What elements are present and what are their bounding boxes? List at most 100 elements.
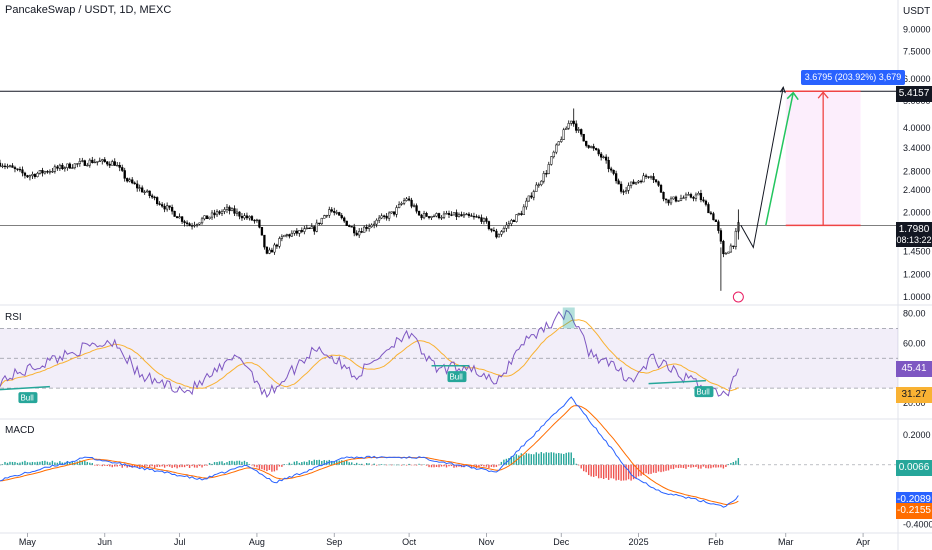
- bull-tag-label: Bull: [696, 388, 710, 397]
- candle-body: [203, 215, 206, 220]
- projection-path: [740, 87, 784, 249]
- macd-hist-bar: [151, 464, 153, 467]
- bull-tag-label: Bull: [449, 373, 463, 382]
- x-axis-tick: Aug: [249, 537, 265, 547]
- price-axis-tick: 2.8000: [903, 166, 931, 176]
- candle-body: [143, 191, 146, 194]
- candle-body: [704, 200, 708, 205]
- macd-hist-bar: [9, 461, 11, 465]
- macd-hist-bar: [585, 464, 587, 473]
- macd-hist-bar: [558, 453, 560, 465]
- macd-hist-bar: [104, 464, 106, 466]
- candle-body: [642, 175, 645, 183]
- candle-body: [405, 198, 408, 201]
- candle-body: [238, 211, 241, 217]
- x-axis-tick: Oct: [402, 537, 417, 547]
- candle-body: [273, 244, 276, 253]
- candle-body: [106, 161, 109, 165]
- macd-hist-bar: [146, 464, 148, 466]
- candle-body: [136, 183, 139, 189]
- candle-body: [402, 200, 406, 204]
- macd-hist-bar: [625, 464, 627, 481]
- candle-body: [128, 179, 131, 182]
- macd-hist-bar: [124, 464, 126, 467]
- candle-body: [600, 153, 603, 158]
- candle-body: [138, 187, 141, 189]
- macd-hist-bar: [607, 464, 610, 480]
- macd-hist-bar: [81, 461, 84, 465]
- macd-title[interactable]: MACD: [5, 425, 35, 436]
- candle-body: [470, 215, 473, 217]
- macd-hist-bar: [91, 463, 93, 465]
- candle-body: [308, 227, 311, 230]
- candle-body: [447, 213, 451, 216]
- macd-hist-bar: [503, 459, 505, 465]
- candle-body: [687, 194, 690, 196]
- macd-hist-bar: [677, 464, 680, 469]
- candle-body: [440, 217, 443, 219]
- candle-body: [502, 228, 506, 232]
- candle-body: [340, 215, 343, 219]
- macd-hist-bar: [153, 464, 156, 469]
- candle-body: [88, 159, 91, 166]
- macd-hist-bar: [528, 453, 530, 465]
- macd-hist-bar: [715, 464, 717, 468]
- bullish-divergence-line: [648, 379, 706, 385]
- macd-hist-bar: [148, 464, 151, 468]
- macd-hist-bar: [293, 461, 296, 465]
- macd-hist-bar: [268, 464, 271, 470]
- macd-hist-label: 0.0066: [896, 460, 932, 476]
- macd-hist-bar: [341, 460, 343, 465]
- macd-hist-bar: [732, 462, 735, 465]
- candle-body: [595, 148, 598, 151]
- macd-hist-bar: [163, 464, 166, 468]
- candle-body: [537, 184, 540, 186]
- candle-body: [612, 169, 615, 174]
- macd-hist-bar: [453, 464, 455, 468]
- rsi-title[interactable]: RSI: [5, 312, 22, 323]
- macd-hist-bar: [34, 462, 36, 465]
- target-callout[interactable]: 3.6795 (203.92%) 3,679: [801, 70, 905, 85]
- macd-hist-bar: [420, 464, 423, 466]
- candle-body: [93, 161, 96, 164]
- candle-body: [432, 215, 436, 218]
- candle-body: [727, 251, 730, 254]
- candle-body: [98, 160, 101, 162]
- macd-hist-bar: [545, 452, 547, 465]
- candle-body: [510, 220, 513, 225]
- macd-hist-bar: [433, 464, 435, 468]
- macd-hist-bar: [535, 452, 538, 465]
- macd-hist-bar: [712, 464, 715, 468]
- macd-hist-bar: [655, 464, 657, 473]
- macd-hist-bar: [670, 464, 672, 469]
- candle-body: [23, 172, 27, 176]
- x-axis-tick: Jul: [174, 537, 186, 547]
- macd-hist-bar: [720, 464, 722, 468]
- candle-body: [649, 176, 653, 178]
- macd-hist-bar: [725, 464, 727, 468]
- candle-body: [298, 230, 301, 234]
- macd-hist-bar: [498, 464, 500, 466]
- candle-body: [318, 222, 321, 225]
- macd-hist-bar: [99, 464, 101, 466]
- macd-hist-bar: [238, 460, 241, 465]
- candle-body: [380, 215, 383, 219]
- candle-body: [365, 226, 368, 229]
- candle-body: [103, 159, 106, 163]
- candle-body: [265, 246, 269, 254]
- macd-hist-bar: [186, 464, 188, 466]
- macd-hist-bar: [448, 464, 450, 467]
- green-arrow: [765, 92, 794, 226]
- macd-hist-bar: [283, 464, 286, 465]
- candle-body: [141, 187, 144, 193]
- candle-body: [624, 190, 628, 192]
- currency-label[interactable]: USDT: [903, 6, 931, 17]
- macd-hist-bar: [568, 452, 570, 465]
- macd-hist-bar: [360, 463, 363, 465]
- candle-body: [637, 180, 640, 183]
- candle-body: [585, 140, 588, 146]
- candle-body: [295, 230, 298, 234]
- price-axis-tick: 1.0000: [903, 292, 931, 302]
- bull-tag-label: Bull: [20, 394, 34, 403]
